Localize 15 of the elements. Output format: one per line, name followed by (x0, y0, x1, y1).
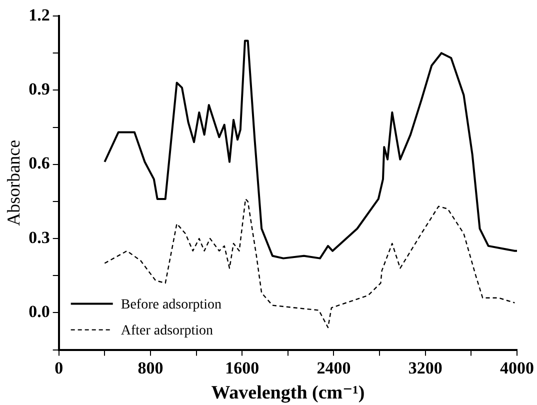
x-tick-label: 0 (54, 358, 64, 378)
legend-label: Before adsorption (120, 297, 222, 312)
x-tick-label: 1600 (225, 358, 260, 378)
x-tick-label: 4000 (500, 358, 534, 378)
x-tick-label: 2400 (316, 358, 351, 378)
y-tick-label: 0.3 (28, 228, 50, 247)
y-tick-label: 0.6 (28, 154, 50, 173)
y-tick-label: 0.0 (28, 302, 50, 322)
x-tick-label: 3200 (408, 358, 442, 378)
y-tick-label: 1.2 (28, 5, 50, 24)
legend-label: After adsorption (120, 323, 214, 338)
x-tick-label: 800 (138, 358, 164, 378)
y-tick-label: 0.9 (28, 80, 50, 99)
x-axis-title: Wavelength (cm⁻¹) (211, 382, 365, 404)
y-axis-title: Absorbance (4, 140, 24, 226)
